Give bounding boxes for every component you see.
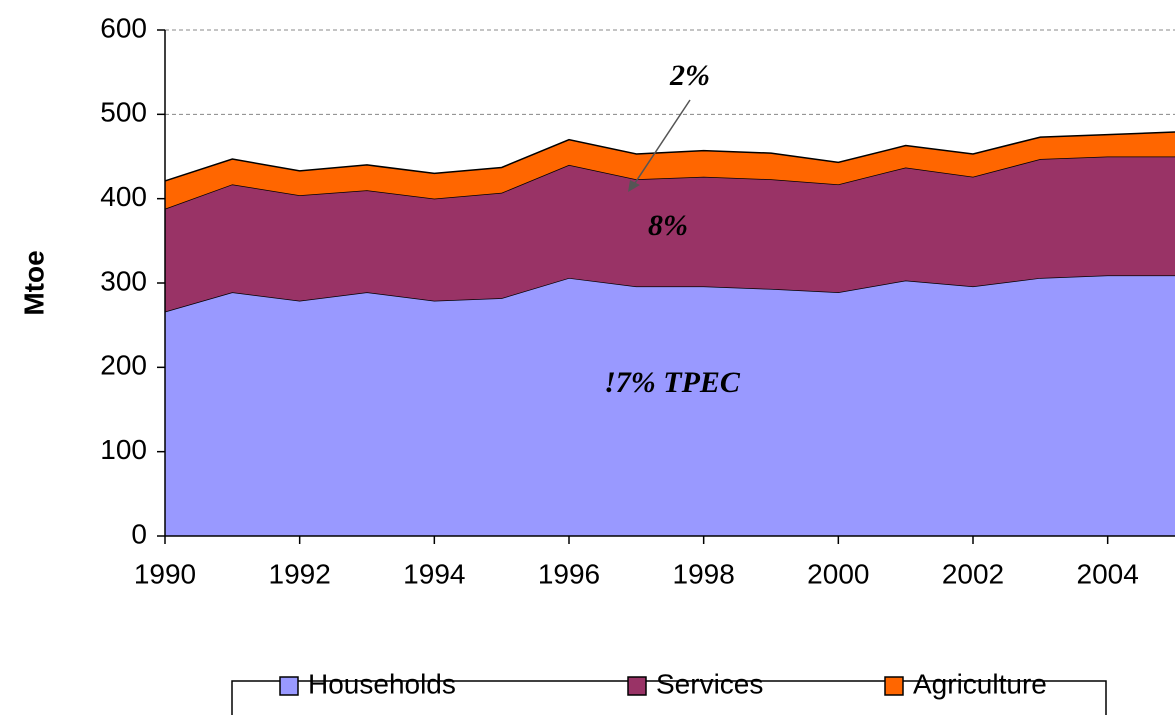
annotation-arrow: [632, 99, 691, 187]
x-tick-label: 1998: [673, 558, 735, 589]
x-tick-label: 1994: [403, 558, 465, 589]
legend-swatch: [627, 676, 647, 696]
y-tick-label: 200: [100, 350, 147, 381]
x-tick-label: 1992: [269, 558, 331, 589]
x-tick-label: 2000: [807, 558, 869, 589]
x-tick-label: 2004: [1077, 558, 1139, 589]
legend-label: Services: [656, 668, 763, 699]
legend-label: Agriculture: [913, 668, 1047, 699]
y-tick-label: 500: [100, 97, 147, 128]
legend-swatch: [279, 676, 299, 696]
y-tick-label: 300: [100, 265, 147, 296]
area: [165, 275, 1175, 536]
legend-swatch: [884, 676, 904, 696]
x-tick-label: 1996: [538, 558, 600, 589]
legend-box: [231, 680, 1107, 715]
y-tick-label: 600: [100, 12, 147, 43]
y-tick-label: 100: [100, 434, 147, 465]
area: [165, 156, 1175, 312]
x-tick-label: 2002: [942, 558, 1004, 589]
annotation-arrowhead: [628, 180, 640, 192]
legend-label: Households: [308, 668, 456, 699]
area-outline: [164, 131, 1175, 182]
y-tick-label: 0: [131, 518, 147, 549]
area: [165, 132, 1175, 209]
y-axis-label: Mtoe: [18, 250, 49, 315]
plot-area: [164, 29, 1175, 537]
annotation: 8%: [648, 209, 688, 242]
annotation: !7% TPEC: [604, 366, 741, 399]
x-tick-label: 1990: [134, 558, 196, 589]
annotation: 2%: [669, 59, 710, 92]
y-tick-label: 400: [100, 181, 147, 212]
